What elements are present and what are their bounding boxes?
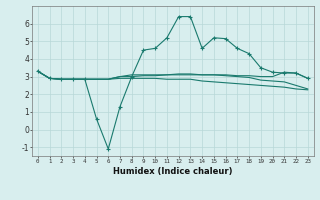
X-axis label: Humidex (Indice chaleur): Humidex (Indice chaleur) bbox=[113, 167, 233, 176]
